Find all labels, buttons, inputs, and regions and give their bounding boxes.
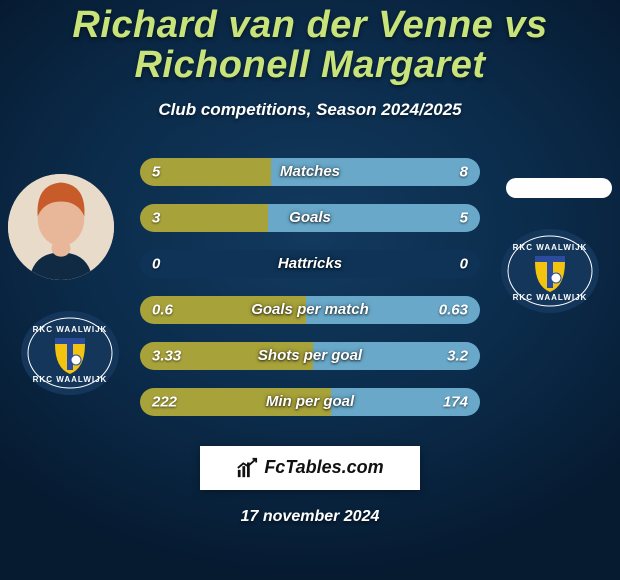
stat-value-right: 5 xyxy=(460,209,468,226)
player1-avatar xyxy=(8,174,114,280)
subtitle: Club competitions, Season 2024/2025 xyxy=(0,100,620,120)
stat-value-left: 0.6 xyxy=(152,301,173,318)
stats-bars: 5 8 Matches 3 5 Goals 0 0 Hattricks 0.6 0.63 Goals … xyxy=(140,158,480,416)
person-icon xyxy=(8,174,114,280)
svg-text:RKC WAALWIJK: RKC WAALWIJK xyxy=(513,243,588,252)
stat-row: 0 0 Hattricks xyxy=(140,250,480,278)
stat-row: 222 174 Min per goal xyxy=(140,388,480,416)
stat-value-right: 0 xyxy=(460,255,468,272)
stat-row: 3.33 3.2 Shots per goal xyxy=(140,342,480,370)
player1-club-crest: RKC WAALWIJK RKC WAALWIJK xyxy=(20,310,120,396)
svg-text:RKC WAALWIJK: RKC WAALWIJK xyxy=(513,293,588,302)
brand-box: FcTables.com xyxy=(200,446,420,490)
comparison-title: Richard van der Venne vs Richonell Marga… xyxy=(0,0,620,86)
player2-club-crest: RKC WAALWIJK RKC WAALWIJK xyxy=(500,228,600,314)
brand-text: FcTables.com xyxy=(264,457,383,478)
stat-value-left: 3 xyxy=(152,209,160,226)
chart-icon xyxy=(236,457,258,479)
stat-label: Hattricks xyxy=(278,255,342,272)
stat-value-right: 8 xyxy=(460,163,468,180)
stat-label: Matches xyxy=(280,163,340,180)
stat-label: Shots per goal xyxy=(258,347,362,364)
stat-row: 5 8 Matches xyxy=(140,158,480,186)
stat-value-right: 0.63 xyxy=(439,301,468,318)
svg-text:RKC WAALWIJK: RKC WAALWIJK xyxy=(33,325,108,334)
stat-value-left: 3.33 xyxy=(152,347,181,364)
svg-text:RKC WAALWIJK: RKC WAALWIJK xyxy=(33,375,108,384)
stat-label: Goals xyxy=(289,209,331,226)
stat-label: Min per goal xyxy=(266,393,354,410)
player2-avatar xyxy=(506,178,612,198)
stat-value-left: 0 xyxy=(152,255,160,272)
date-text: 17 november 2024 xyxy=(0,508,620,526)
stat-value-right: 3.2 xyxy=(447,347,468,364)
stat-value-left: 5 xyxy=(152,163,160,180)
stat-value-left: 222 xyxy=(152,393,177,410)
stat-label: Goals per match xyxy=(251,301,369,318)
stat-row: 0.6 0.63 Goals per match xyxy=(140,296,480,324)
stat-row: 3 5 Goals xyxy=(140,204,480,232)
stat-value-right: 174 xyxy=(443,393,468,410)
